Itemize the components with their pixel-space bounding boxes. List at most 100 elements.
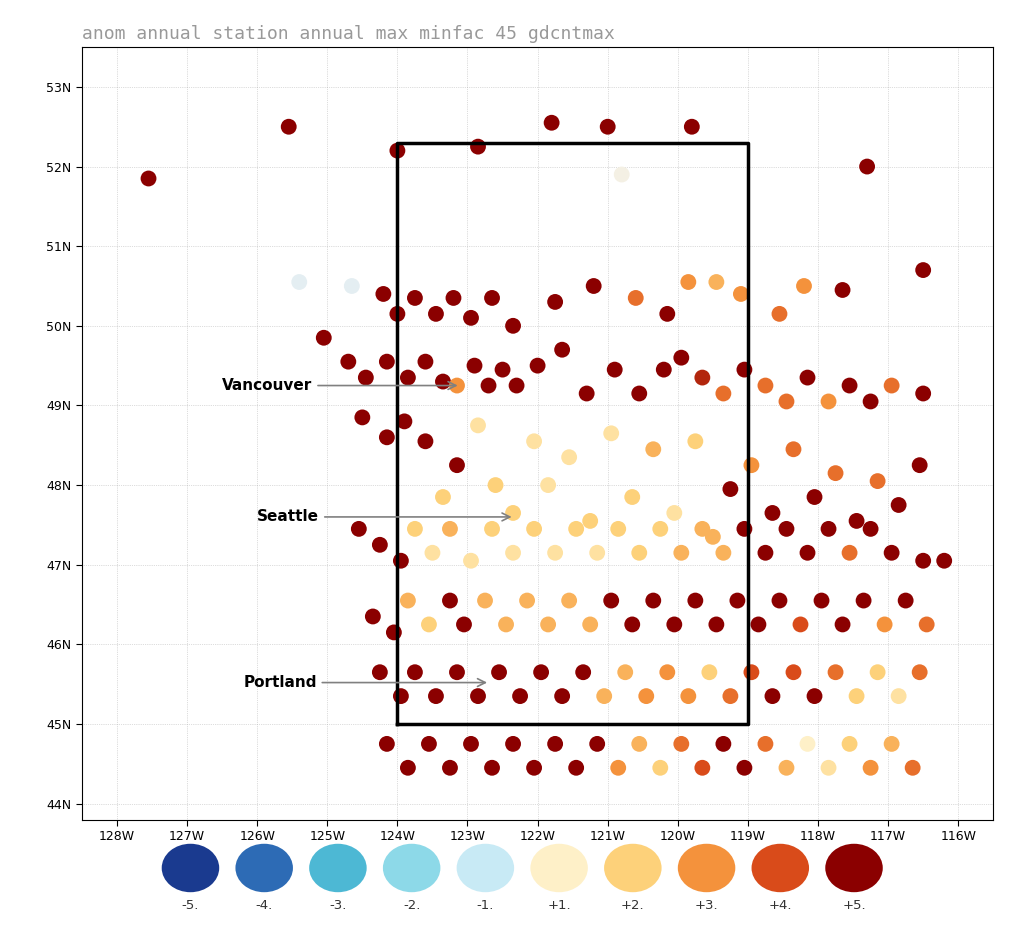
Point [399,593,416,609]
Point [842,545,858,560]
Point [613,167,630,182]
Point [796,279,812,294]
Point [764,689,780,704]
Point [589,737,605,752]
Point [715,386,731,401]
Point [936,553,952,568]
Point [386,625,402,640]
Point [729,593,745,609]
Point [862,760,879,775]
Point [372,537,388,552]
Point [862,394,879,409]
Point [827,665,844,680]
Point [505,545,521,560]
Point [624,490,640,505]
Point [547,545,563,560]
Point [392,553,409,568]
Point [344,279,360,294]
Point [848,513,864,528]
Point [610,760,627,775]
Point [869,665,886,680]
Ellipse shape [530,844,588,892]
Point [884,737,900,752]
Point [645,593,662,609]
Point [785,665,802,680]
Point [751,617,767,632]
Point [778,521,795,536]
Point [911,665,928,680]
Point [628,290,644,305]
Text: -2.: -2. [403,900,420,912]
Point [915,386,932,401]
Point [820,521,837,536]
Point [806,490,822,505]
Point [483,760,500,775]
Point [470,139,486,154]
Point [449,458,465,473]
Point [800,370,816,385]
Point [722,481,738,496]
Point [631,386,647,401]
Point [544,115,560,130]
Point [603,426,620,441]
Point [375,286,391,301]
Point [435,490,452,505]
Point [463,737,479,752]
Point [743,665,760,680]
Point [820,394,837,409]
Point [793,617,809,632]
Point [884,378,900,393]
Ellipse shape [752,844,809,892]
Ellipse shape [678,844,735,892]
Point [652,760,669,775]
Point [842,737,858,752]
Point [667,617,683,632]
Point [396,414,413,429]
Point [736,362,753,377]
Point [495,362,511,377]
Point [848,689,864,704]
Point [456,617,472,632]
Point [624,617,640,632]
Point [722,689,738,704]
Point [771,593,787,609]
Point [859,159,876,174]
Ellipse shape [457,844,514,892]
Point [579,386,595,401]
Point [470,418,486,433]
Point [715,545,731,560]
Point [392,689,409,704]
Point [687,593,703,609]
Point [350,521,367,536]
Point [480,378,497,393]
Point [435,374,452,389]
Point [354,410,371,425]
Point [673,545,689,560]
Point [379,430,395,445]
Point [736,760,753,775]
Ellipse shape [162,844,219,892]
Point [568,760,585,775]
Point [652,521,669,536]
Point [540,478,556,493]
Point [862,521,879,536]
Point [441,521,458,536]
Point [477,593,494,609]
Point [694,521,711,536]
Point [505,506,521,521]
Point [915,263,932,278]
Point [281,120,297,135]
Point [449,378,465,393]
Text: -4.: -4. [256,900,272,912]
Point [463,553,479,568]
Point [897,593,913,609]
Point [526,521,543,536]
Point [904,760,921,775]
Point [764,506,780,521]
Point [547,737,563,752]
Point [490,665,507,680]
Point [291,274,307,289]
Ellipse shape [383,844,440,892]
Point [638,689,654,704]
Point [877,617,893,632]
